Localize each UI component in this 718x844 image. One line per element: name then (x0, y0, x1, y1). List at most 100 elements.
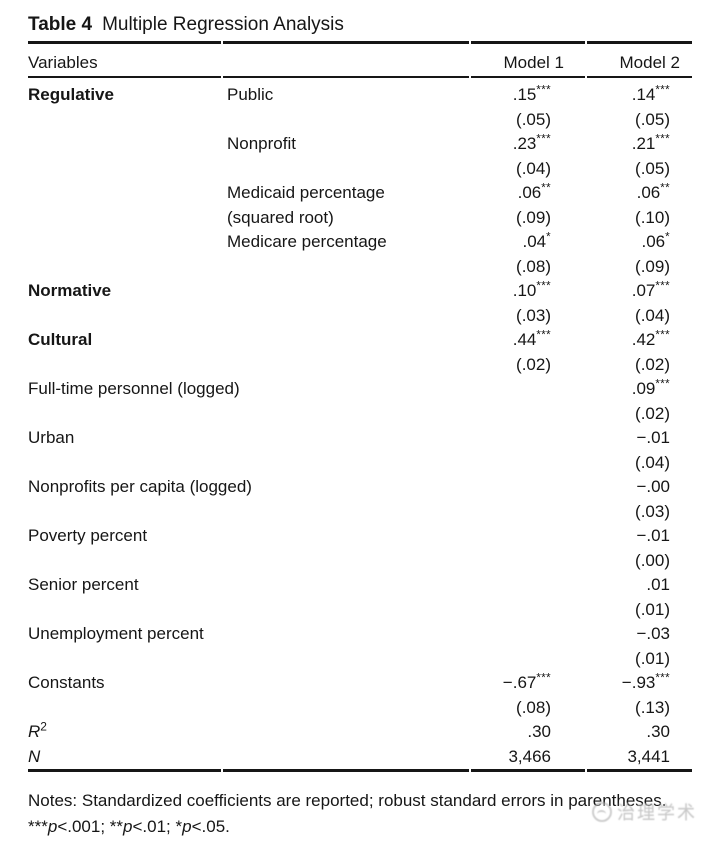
model1-cell: .10*** (.03) (470, 279, 585, 328)
coefficient: .04* (522, 231, 551, 251)
coefficient: −.01 (636, 526, 670, 545)
variable-label-line1: Medicaid percentage (227, 183, 385, 202)
empty-cell (222, 328, 470, 377)
variable-label: Public (227, 85, 274, 104)
significance-stars: *** (536, 84, 551, 97)
header-model1: Model 1 (503, 53, 564, 72)
coefficient: .09*** (631, 378, 670, 398)
coefficient: .42*** (631, 329, 670, 349)
model1-cell (470, 573, 585, 622)
table-body: Regulative Public .15*** (.05) .14*** (.… (28, 78, 692, 769)
standard-error: (.04) (635, 452, 670, 472)
table-row-fulltime: Full-time personnel (logged) .09*** (.02… (28, 377, 692, 426)
coefficient: −.03 (636, 624, 670, 643)
standard-error: (.09) (516, 207, 551, 227)
table-row-senior: Senior percent .01 (.01) (28, 573, 692, 622)
stat-label: R2 (28, 719, 47, 741)
standard-error: (.01) (635, 599, 670, 619)
significance-stars: *** (655, 329, 670, 342)
model1-cell: .44*** (.02) (470, 328, 585, 377)
variable-label: Constants (28, 673, 105, 692)
table-caption: Table 4 Multiple Regression Analysis (28, 12, 344, 38)
model1-cell: .15*** (.05) (470, 83, 585, 132)
significance-stars: *** (655, 133, 670, 146)
watermark-text: 治理学术 (617, 803, 697, 823)
model2-cell: .14*** (.05) (585, 83, 692, 132)
variable-label: Nonprofit (227, 134, 296, 153)
regression-table: Variables Model 1 Model 2 Regulative Pub… (28, 41, 692, 772)
standard-error: (.13) (635, 697, 670, 717)
model2-cell: .21*** (.05) (585, 132, 692, 181)
model2-cell: .09*** (.02) (585, 377, 692, 426)
standard-error: (.05) (635, 109, 670, 129)
stat-label: N (28, 746, 41, 766)
significance-stars: * (665, 231, 670, 244)
model1-cell: .30 (527, 722, 551, 741)
group-label: Regulative (28, 85, 114, 104)
watermark-logo-icon (592, 802, 612, 822)
table-number: Table 4 (28, 14, 93, 35)
group-label: Normative (28, 281, 112, 300)
empty-cell (222, 279, 470, 328)
model2-cell: −.03 (.01) (585, 622, 692, 671)
empty-cell (28, 230, 222, 279)
table-row-public: Regulative Public .15*** (.05) .14*** (.… (28, 83, 692, 132)
standard-error: (.01) (635, 648, 670, 668)
standard-error: (.02) (635, 354, 670, 374)
model2-cell: −.01 (.00) (585, 524, 692, 573)
table-rule-top (28, 41, 692, 44)
notes-line1: Notes: Standardized coefficients are rep… (28, 791, 667, 810)
sig-stars: * (175, 817, 183, 836)
table-header-row: Variables Model 1 Model 2 (28, 44, 692, 76)
table-row-r-squared: R2 .30 .30 (28, 720, 692, 745)
variable-label: Nonprofits per capita (logged) (28, 477, 252, 496)
model1-cell (470, 622, 585, 671)
standard-error: (.05) (516, 109, 551, 129)
standard-error: (.03) (635, 501, 670, 521)
variable-label: Medicare percentage (227, 232, 387, 251)
model1-cell (470, 475, 585, 524)
coefficient: −.00 (636, 477, 670, 496)
table-row-cultural: Cultural .44*** (.02) .42*** (.02) (28, 328, 692, 377)
significance-stars: *** (536, 133, 551, 146)
p-symbol: p (123, 817, 133, 836)
table-row-normative: Normative .10*** (.03) .07*** (.04) (28, 279, 692, 328)
significance-stars: ** (660, 182, 670, 195)
r-squared-exponent: 2 (40, 719, 47, 734)
standard-error: (.10) (635, 207, 670, 227)
model2-cell: .42*** (.02) (585, 328, 692, 377)
significance-stars: *** (536, 672, 551, 685)
model2-cell: .06* (.09) (585, 230, 692, 279)
variable-label: Unemployment percent (28, 624, 204, 643)
p-symbol: p (182, 817, 192, 836)
table-notes: Notes: Standardized coefficients are rep… (28, 788, 704, 840)
table-row-nonprofits-capita: Nonprofits per capita (logged) −.00 (.03… (28, 475, 692, 524)
coefficient: .15*** (512, 84, 551, 104)
model1-cell (470, 426, 585, 475)
coefficient: .07*** (631, 280, 670, 300)
coefficient: .14*** (631, 84, 670, 104)
model2-cell: −.00 (.03) (585, 475, 692, 524)
table-row-unemployment: Unemployment percent −.03 (.01) (28, 622, 692, 671)
table-row-nonprofit: Nonprofit .23*** (.04) .21*** (.05) (28, 132, 692, 181)
standard-error: (.02) (635, 403, 670, 423)
standard-error: (.02) (516, 354, 551, 374)
table-row-medicaid: Medicaid percentage (squared root) .06**… (28, 181, 692, 230)
notes-significance-line: ***p<.001; **p<.01; *p<.05. (28, 817, 230, 836)
significance-stars: * (546, 231, 551, 244)
table-row-constants: Constants −.67*** (.08) −.93*** (.13) (28, 671, 692, 720)
empty-cell (222, 52, 470, 74)
table-row-poverty: Poverty percent −.01 (.00) (28, 524, 692, 573)
standard-error: (.09) (635, 256, 670, 276)
significance-stars: *** (655, 280, 670, 293)
model1-cell (470, 377, 585, 426)
model1-cell: .23*** (.04) (470, 132, 585, 181)
variable-label: Poverty percent (28, 526, 148, 545)
significance-stars: *** (655, 84, 670, 97)
variable-label: Full-time personnel (logged) (28, 379, 240, 398)
significance-stars: ** (541, 182, 551, 195)
standard-error: (.00) (635, 550, 670, 570)
variable-label: Urban (28, 428, 75, 447)
table-rule-header (28, 76, 692, 78)
